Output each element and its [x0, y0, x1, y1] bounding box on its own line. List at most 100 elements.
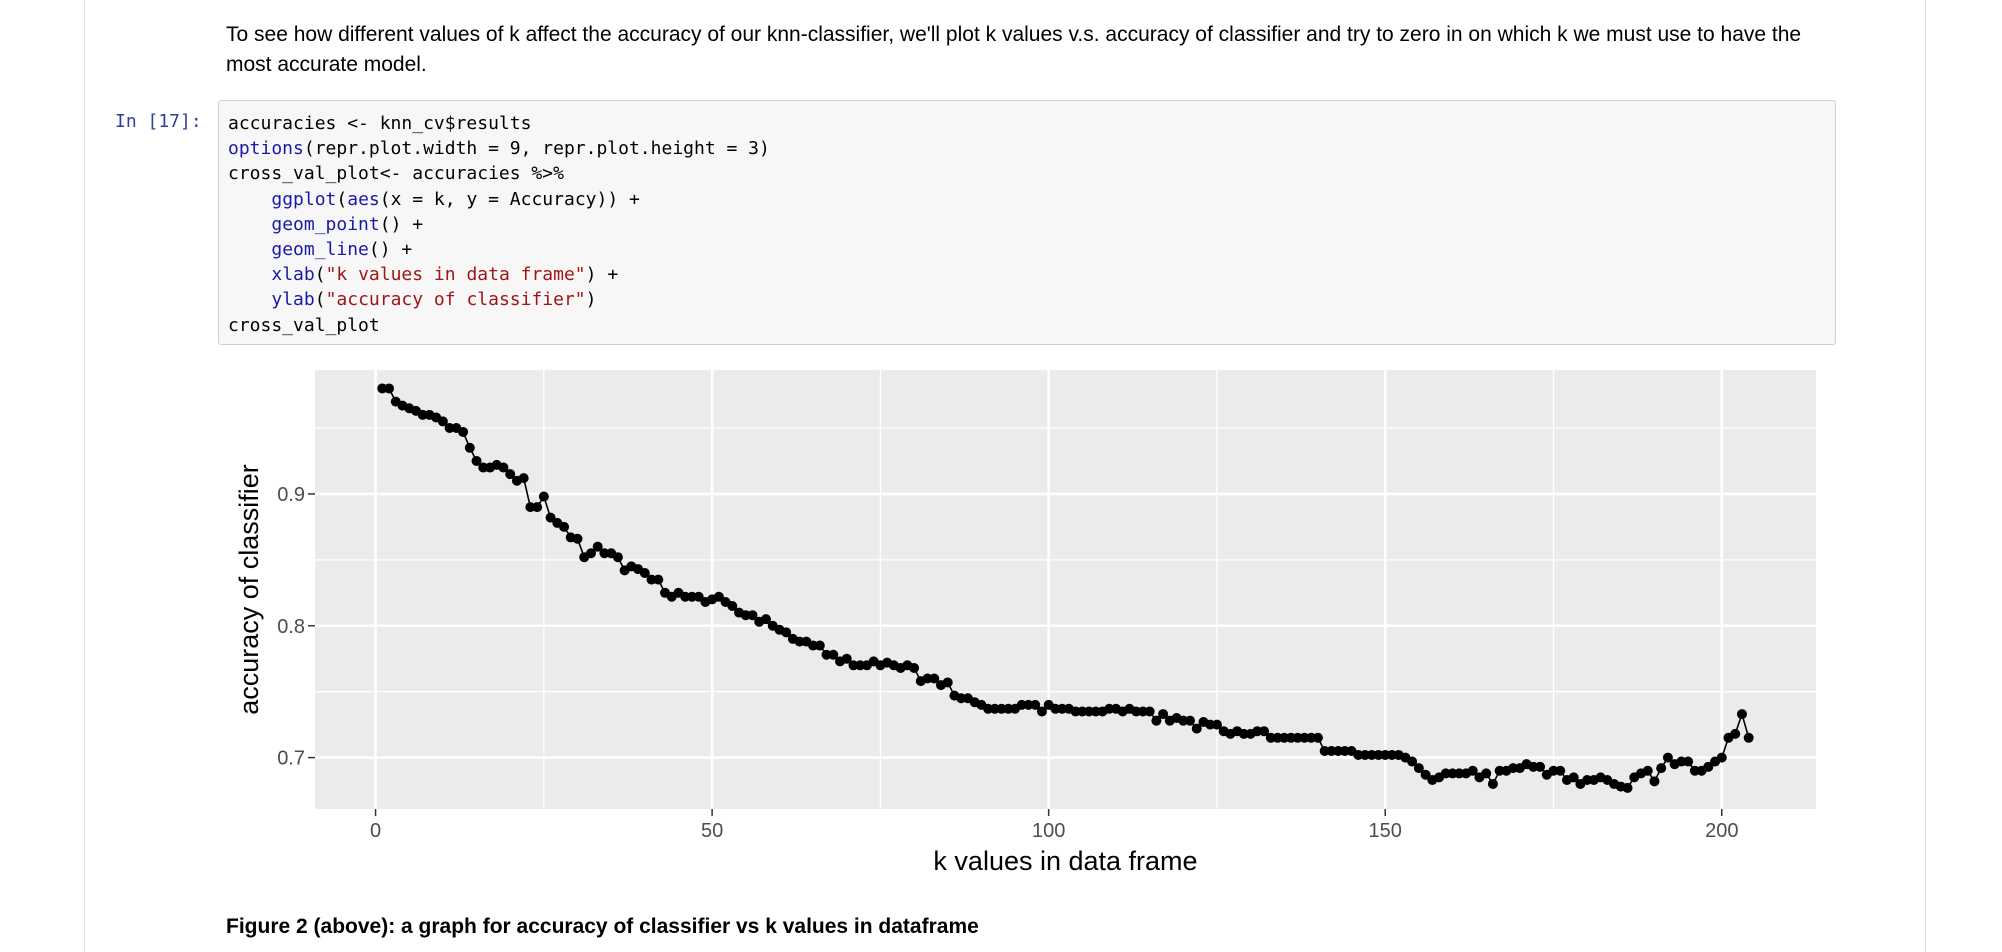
data-point [1716, 752, 1727, 763]
data-point [1736, 709, 1747, 720]
data-point [1407, 756, 1418, 767]
code-token: ylab [271, 289, 315, 311]
code-line: ggplot(aes(x = k, y = Accuracy)) + [228, 187, 1826, 212]
data-point [841, 653, 852, 664]
x-tick-label: 50 [701, 820, 723, 842]
data-point [727, 600, 738, 611]
x-tick-label: 100 [1032, 820, 1065, 842]
data-point [585, 548, 596, 559]
data-point [781, 627, 792, 638]
code-token: xlab [271, 264, 315, 286]
data-point [1191, 723, 1202, 734]
data-point [545, 512, 556, 523]
code-token: options [228, 138, 304, 160]
data-point [639, 568, 650, 579]
data-point [532, 502, 543, 513]
code-token: "k values in data frame" [325, 264, 586, 286]
data-point [1312, 732, 1323, 743]
code-token: aes [347, 188, 380, 210]
data-point [1259, 726, 1270, 737]
data-point [572, 533, 583, 544]
data-point [1656, 763, 1667, 774]
code-token: (x = k, y = Accuracy)) + [379, 188, 640, 210]
cell-prompt: In [17]: [115, 111, 202, 132]
data-point [1413, 763, 1424, 774]
data-point [1144, 706, 1155, 717]
data-point [471, 455, 482, 466]
data-point [505, 469, 516, 480]
code-line: ylab("accuracy of classifier") [228, 287, 1826, 312]
code-token: cross_val_plot [228, 314, 380, 336]
cell-border [1925, 0, 1926, 952]
data-point [1568, 772, 1579, 783]
data-point [464, 442, 475, 453]
code-token: ) + [585, 264, 619, 286]
data-point [693, 591, 704, 602]
data-point [814, 640, 825, 651]
code-token: (repr.plot.width = 9, repr.plot.height =… [303, 138, 770, 160]
code-line: xlab("k values in data frame") + [228, 262, 1826, 287]
x-tick-label: 150 [1369, 820, 1402, 842]
data-point [1420, 769, 1431, 780]
code-line: cross_val_plot [228, 313, 1826, 338]
data-point [1535, 761, 1546, 772]
code-token: geom_point [271, 213, 380, 235]
code-token: () + [379, 213, 424, 235]
data-point [1649, 776, 1660, 787]
data-point [1743, 732, 1754, 743]
y-tick-label: 0.9 [277, 484, 305, 506]
cell-border [84, 0, 85, 952]
data-point [1151, 715, 1162, 726]
y-tick-label: 0.8 [277, 616, 305, 638]
data-point [437, 416, 448, 427]
data-point [1662, 752, 1673, 763]
data-point [747, 610, 758, 621]
data-point [1481, 768, 1492, 779]
data-point [559, 521, 570, 532]
data-point [1555, 765, 1566, 776]
y-axis-title: accuracy of classifier [234, 464, 264, 715]
code-token: geom_line [271, 239, 369, 261]
code-line: options(repr.plot.width = 9, repr.plot.h… [228, 136, 1826, 161]
data-point [1467, 765, 1478, 776]
data-point [1642, 765, 1653, 776]
data-point [498, 462, 509, 473]
code-token: ) [585, 289, 597, 311]
data-point [518, 473, 529, 484]
data-point [1703, 761, 1714, 772]
code-token: ggplot [271, 188, 337, 210]
data-point [1683, 756, 1694, 767]
data-point [713, 591, 724, 602]
code-line: geom_line() + [228, 237, 1826, 262]
data-point [909, 662, 920, 673]
x-tick-label: 200 [1705, 820, 1738, 842]
x-tick-label: 0 [370, 820, 381, 842]
x-axis-title: k values in data frame [933, 846, 1197, 876]
data-point [1622, 782, 1633, 793]
plot-panel [315, 370, 1816, 809]
data-point [1185, 715, 1196, 726]
code-cell[interactable]: accuracies <- knn_cv$results options(repr… [218, 100, 1836, 345]
markdown-text: To see how different values of k affect … [226, 23, 1802, 76]
code-token: () + [368, 239, 413, 261]
code-token: cross_val_plot<- accuracies %>% [228, 163, 564, 185]
data-point [1487, 778, 1498, 789]
code-token: ( [314, 264, 326, 286]
data-point [1030, 699, 1041, 710]
data-point [458, 426, 469, 437]
code-line: accuracies <- knn_cv$results [228, 111, 1826, 136]
data-point [929, 673, 940, 684]
data-point [1211, 719, 1222, 730]
data-point [538, 491, 549, 502]
data-point [592, 541, 603, 552]
y-tick-label: 0.7 [277, 748, 305, 770]
code-line: cross_val_plot<- accuracies %>% [228, 161, 1826, 186]
code-token: accuracies <- knn_cv$results [228, 113, 532, 134]
figure-caption: Figure 2 (above): a graph for accuracy o… [226, 915, 979, 938]
data-point [828, 649, 839, 660]
data-point [942, 677, 953, 688]
data-point [1158, 709, 1169, 720]
data-point [760, 614, 771, 625]
